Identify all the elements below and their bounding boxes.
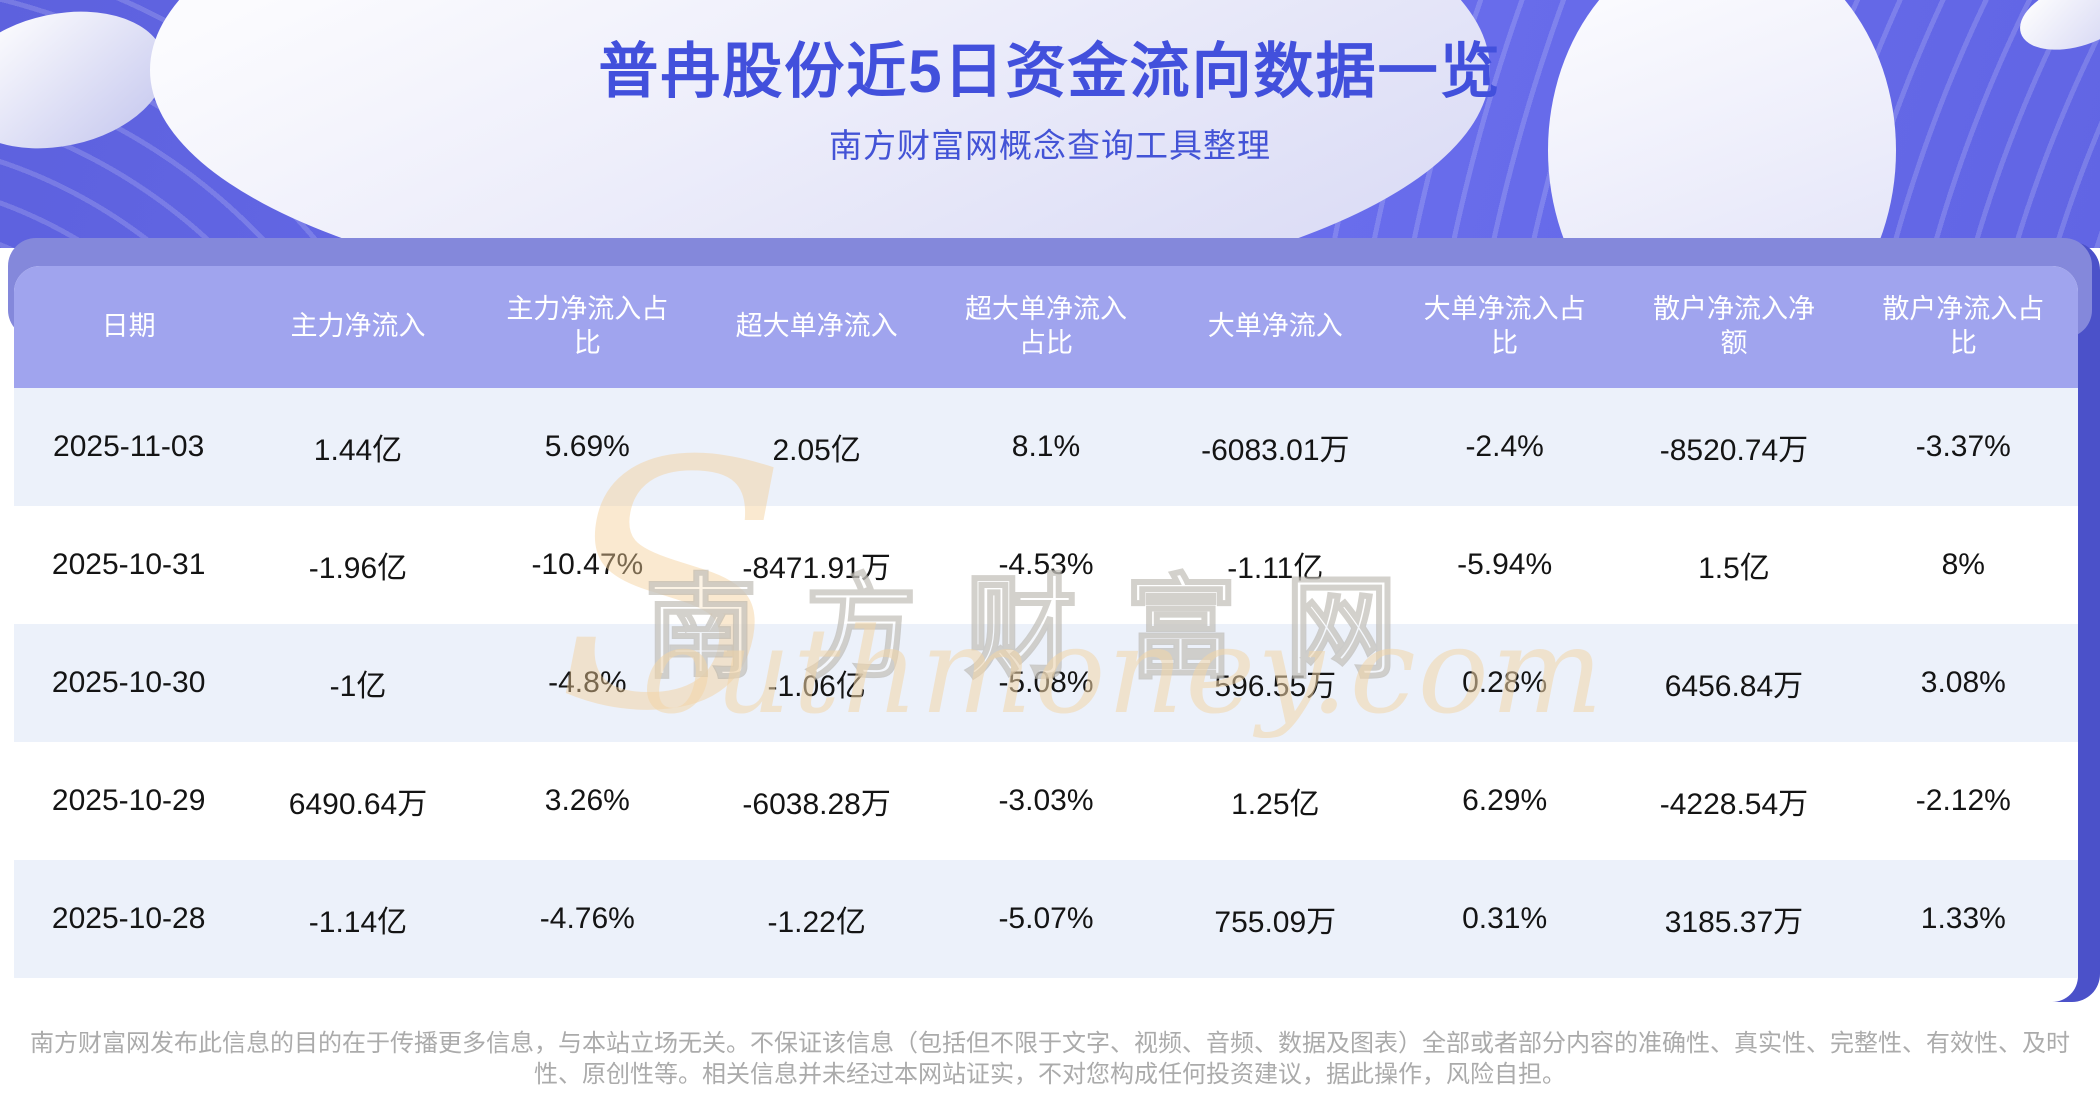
table-cell: 8% — [1941, 548, 1985, 581]
table-cell: -3.37% — [1848, 388, 2078, 506]
table-cell: -4228.54万 — [1659, 788, 1809, 821]
table-row: 2025-10-29 6490.64万 3.26% -6038.28万 -3.03% 1.… — [14, 742, 2078, 860]
table-cell: -8520.74万 — [1619, 388, 1849, 506]
table-cell: -5.08% — [931, 624, 1161, 742]
banner-ellipse-right-decoration — [1548, 0, 1896, 248]
table-cell: -5.07% — [931, 860, 1161, 978]
table-cell: -5.94% — [1457, 548, 1553, 581]
table-cell: -2.4% — [1389, 388, 1620, 506]
table-cell: 1.5亿 — [1698, 552, 1770, 585]
table-cell: 5.69% — [472, 388, 702, 506]
fund-flow-table-card: 日期 主力净流入 主力净流入占比 超大单净流入 超大单净流入占比 大单净流入 大单净流入占比… — [14, 266, 2078, 1002]
table-cell: -1.14亿 — [243, 860, 473, 978]
table-cell: 1.25亿 — [1231, 788, 1320, 821]
header-cell: 主力净流入 — [243, 266, 473, 388]
table-body: 2025-11-03 1.44亿 5.69% 2.05亿 8.1% -6083.01万 -2… — [14, 388, 2078, 978]
table-cell: -2.12% — [1915, 784, 2011, 817]
table-cell: 1.33% — [1848, 860, 2078, 978]
header-cell: 散户净流入净额 — [1619, 266, 1849, 388]
header-cell: 大单净流入 — [1160, 266, 1390, 388]
table-cell: 1.44亿 — [243, 388, 473, 506]
table-cell: 2.05亿 — [701, 388, 932, 506]
table-cell: -8471.91万 — [742, 552, 891, 585]
table-row: 2025-10-31 -1.96亿 -10.47% -8471.91万 -4.53% -1… — [14, 506, 2078, 624]
table-cell: -6083.01万 — [1160, 388, 1390, 506]
header-cell: 超大单净流入 — [701, 266, 932, 388]
table-cell: 596.55万 — [1160, 624, 1390, 742]
table-cell: -1.06亿 — [701, 624, 932, 742]
page-title: 普冉股份近5日资金流向数据一览 — [598, 38, 1502, 105]
table-cell: -6038.28万 — [742, 788, 891, 821]
table-head: 日期 主力净流入 主力净流入占比 超大单净流入 超大单净流入占比 大单净流入 大单净流入占比… — [14, 266, 2078, 388]
table-row: 2025-10-28 -1.14亿 -4.76% -1.22亿 -5.07% 755.09… — [14, 860, 2078, 978]
header-cell: 超大单净流入占比 — [931, 266, 1161, 388]
table-cell: 3.08% — [1848, 624, 2078, 742]
table-cell: -4.53% — [998, 548, 1094, 581]
fund-flow-table: 日期 主力净流入 主力净流入占比 超大单净流入 超大单净流入占比 大单净流入 大单净流入占比… — [14, 266, 2078, 978]
table-cell: -4.76% — [472, 860, 702, 978]
banner-center-blob — [150, 0, 1490, 248]
table-cell: 2025-10-29 — [51, 784, 206, 817]
header-cell: 散户净流入占比 — [1848, 266, 2078, 388]
banner-text-block: 普冉股份近5日资金流向数据一览 南方财富网概念查询工具整理 — [0, 0, 2100, 167]
table-cell: -10.47% — [531, 548, 644, 581]
banner: 普冉股份近5日资金流向数据一览 南方财富网概念查询工具整理 — [0, 0, 2100, 248]
table-cell: 2025-11-03 — [14, 388, 244, 506]
table-cell: -1.22亿 — [701, 860, 932, 978]
table-cell: 6.29% — [1462, 784, 1548, 817]
table-cell: 6490.64万 — [288, 788, 428, 821]
table-header-row: 日期 主力净流入 主力净流入占比 超大单净流入 超大单净流入占比 大单净流入 大单净流入占比… — [14, 266, 2078, 388]
table-cell: -4.8% — [472, 624, 702, 742]
table-cell: -1.96亿 — [308, 552, 408, 585]
header-cell: 大单净流入占比 — [1389, 266, 1620, 388]
table-cell: 8.1% — [931, 388, 1161, 506]
table-row: 2025-11-03 1.44亿 5.69% 2.05亿 8.1% -6083.01万 -2… — [14, 388, 2078, 506]
table-cell: 0.28% — [1389, 624, 1620, 742]
table-cell: 6456.84万 — [1619, 624, 1849, 742]
table-cell: -3.03% — [998, 784, 1094, 817]
table-cell: 2025-10-28 — [14, 860, 244, 978]
table-cell: 3185.37万 — [1619, 860, 1849, 978]
table-row: 2025-10-30 -1亿 -4.8% -1.06亿 -5.08% 596.55万 0.2… — [14, 624, 2078, 742]
header-cell: 日期 — [14, 266, 244, 388]
table-cell: -1.11亿 — [1227, 552, 1324, 585]
table-cell: 0.31% — [1389, 860, 1620, 978]
table-cell: -1亿 — [243, 624, 473, 742]
page-subtitle: 南方财富网概念查询工具整理 — [829, 127, 1271, 164]
table-cell: 2025-10-30 — [14, 624, 244, 742]
header-cell: 主力净流入占比 — [472, 266, 702, 388]
table-cell: 2025-10-31 — [51, 548, 206, 581]
footer-disclaimer: 南方财富网发布此信息的目的在于传播更多信息，与本站立场无关。不保证该信息（包括但… — [30, 1030, 2070, 1088]
table-cell: 3.26% — [544, 784, 630, 817]
table-cell: 755.09万 — [1160, 860, 1390, 978]
